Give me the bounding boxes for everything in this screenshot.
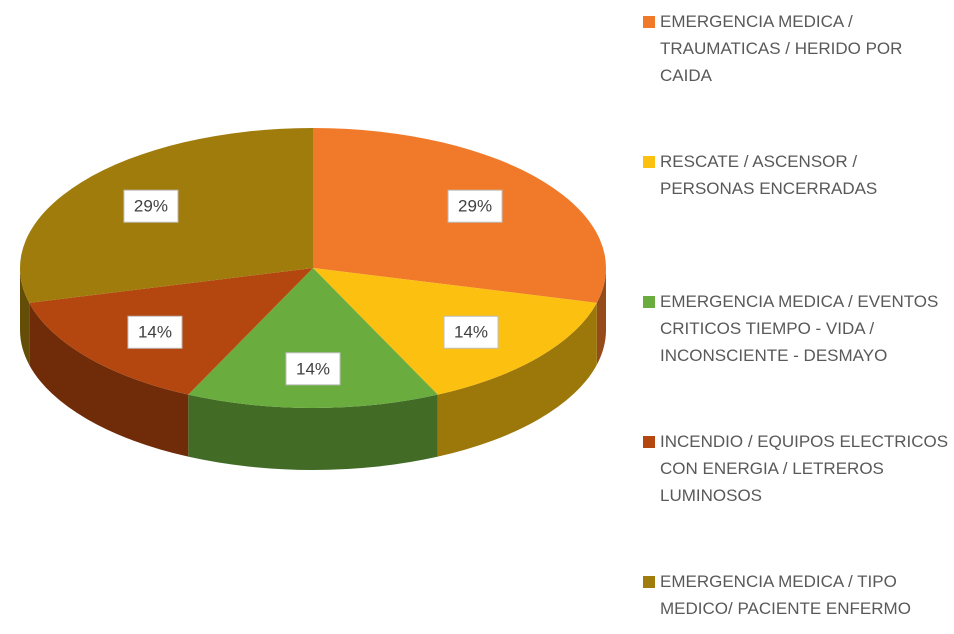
legend-item: EMERGENCIA MEDICA / TIPO MEDICO/ PACIENT… xyxy=(640,568,950,622)
legend-swatch xyxy=(643,16,655,28)
data-label-box xyxy=(443,315,499,349)
pie-slice-side xyxy=(437,302,597,457)
data-label: 29% xyxy=(134,197,168,216)
pie-slice-side xyxy=(29,302,189,457)
data-label: 29% xyxy=(458,197,492,216)
legend-swatch xyxy=(643,576,655,588)
data-label-box xyxy=(285,352,341,386)
legend-swatch xyxy=(643,296,655,308)
pie-slice-side xyxy=(20,268,30,365)
legend-item: EMERGENCIA MEDICA / TRAUMATICAS / HERIDO… xyxy=(640,8,950,89)
legend-label: EMERGENCIA MEDICA / TRAUMATICAS / HERIDO… xyxy=(660,12,903,85)
legend-item: INCENDIO / EQUIPOS ELECTRICOS CON ENERGI… xyxy=(640,428,950,509)
legend-label: EMERGENCIA MEDICA / TIPO MEDICO/ PACIENT… xyxy=(660,572,911,618)
data-label: 14% xyxy=(296,359,330,378)
data-label: 14% xyxy=(138,323,172,342)
data-label: 14% xyxy=(454,323,488,342)
data-label-box xyxy=(123,189,179,223)
legend-swatch xyxy=(643,436,655,448)
pie-slice-side xyxy=(188,394,438,470)
data-label-box xyxy=(127,315,183,349)
legend-swatch xyxy=(643,156,655,168)
legend-label: EMERGENCIA MEDICA / EVENTOS CRITICOS TIE… xyxy=(660,292,939,365)
legend-label: RESCATE / ASCENSOR / PERSONAS ENCERRADAS xyxy=(660,152,878,198)
pie-slice xyxy=(188,268,438,408)
legend-item: EMERGENCIA MEDICA / EVENTOS CRITICOS TIE… xyxy=(640,288,950,369)
legend-label: INCENDIO / EQUIPOS ELECTRICOS CON ENERGI… xyxy=(660,432,949,505)
legend-item: RESCATE / ASCENSOR / PERSONAS ENCERRADAS xyxy=(640,148,950,202)
data-label-box xyxy=(447,189,503,223)
pie-slice-side xyxy=(596,268,606,365)
